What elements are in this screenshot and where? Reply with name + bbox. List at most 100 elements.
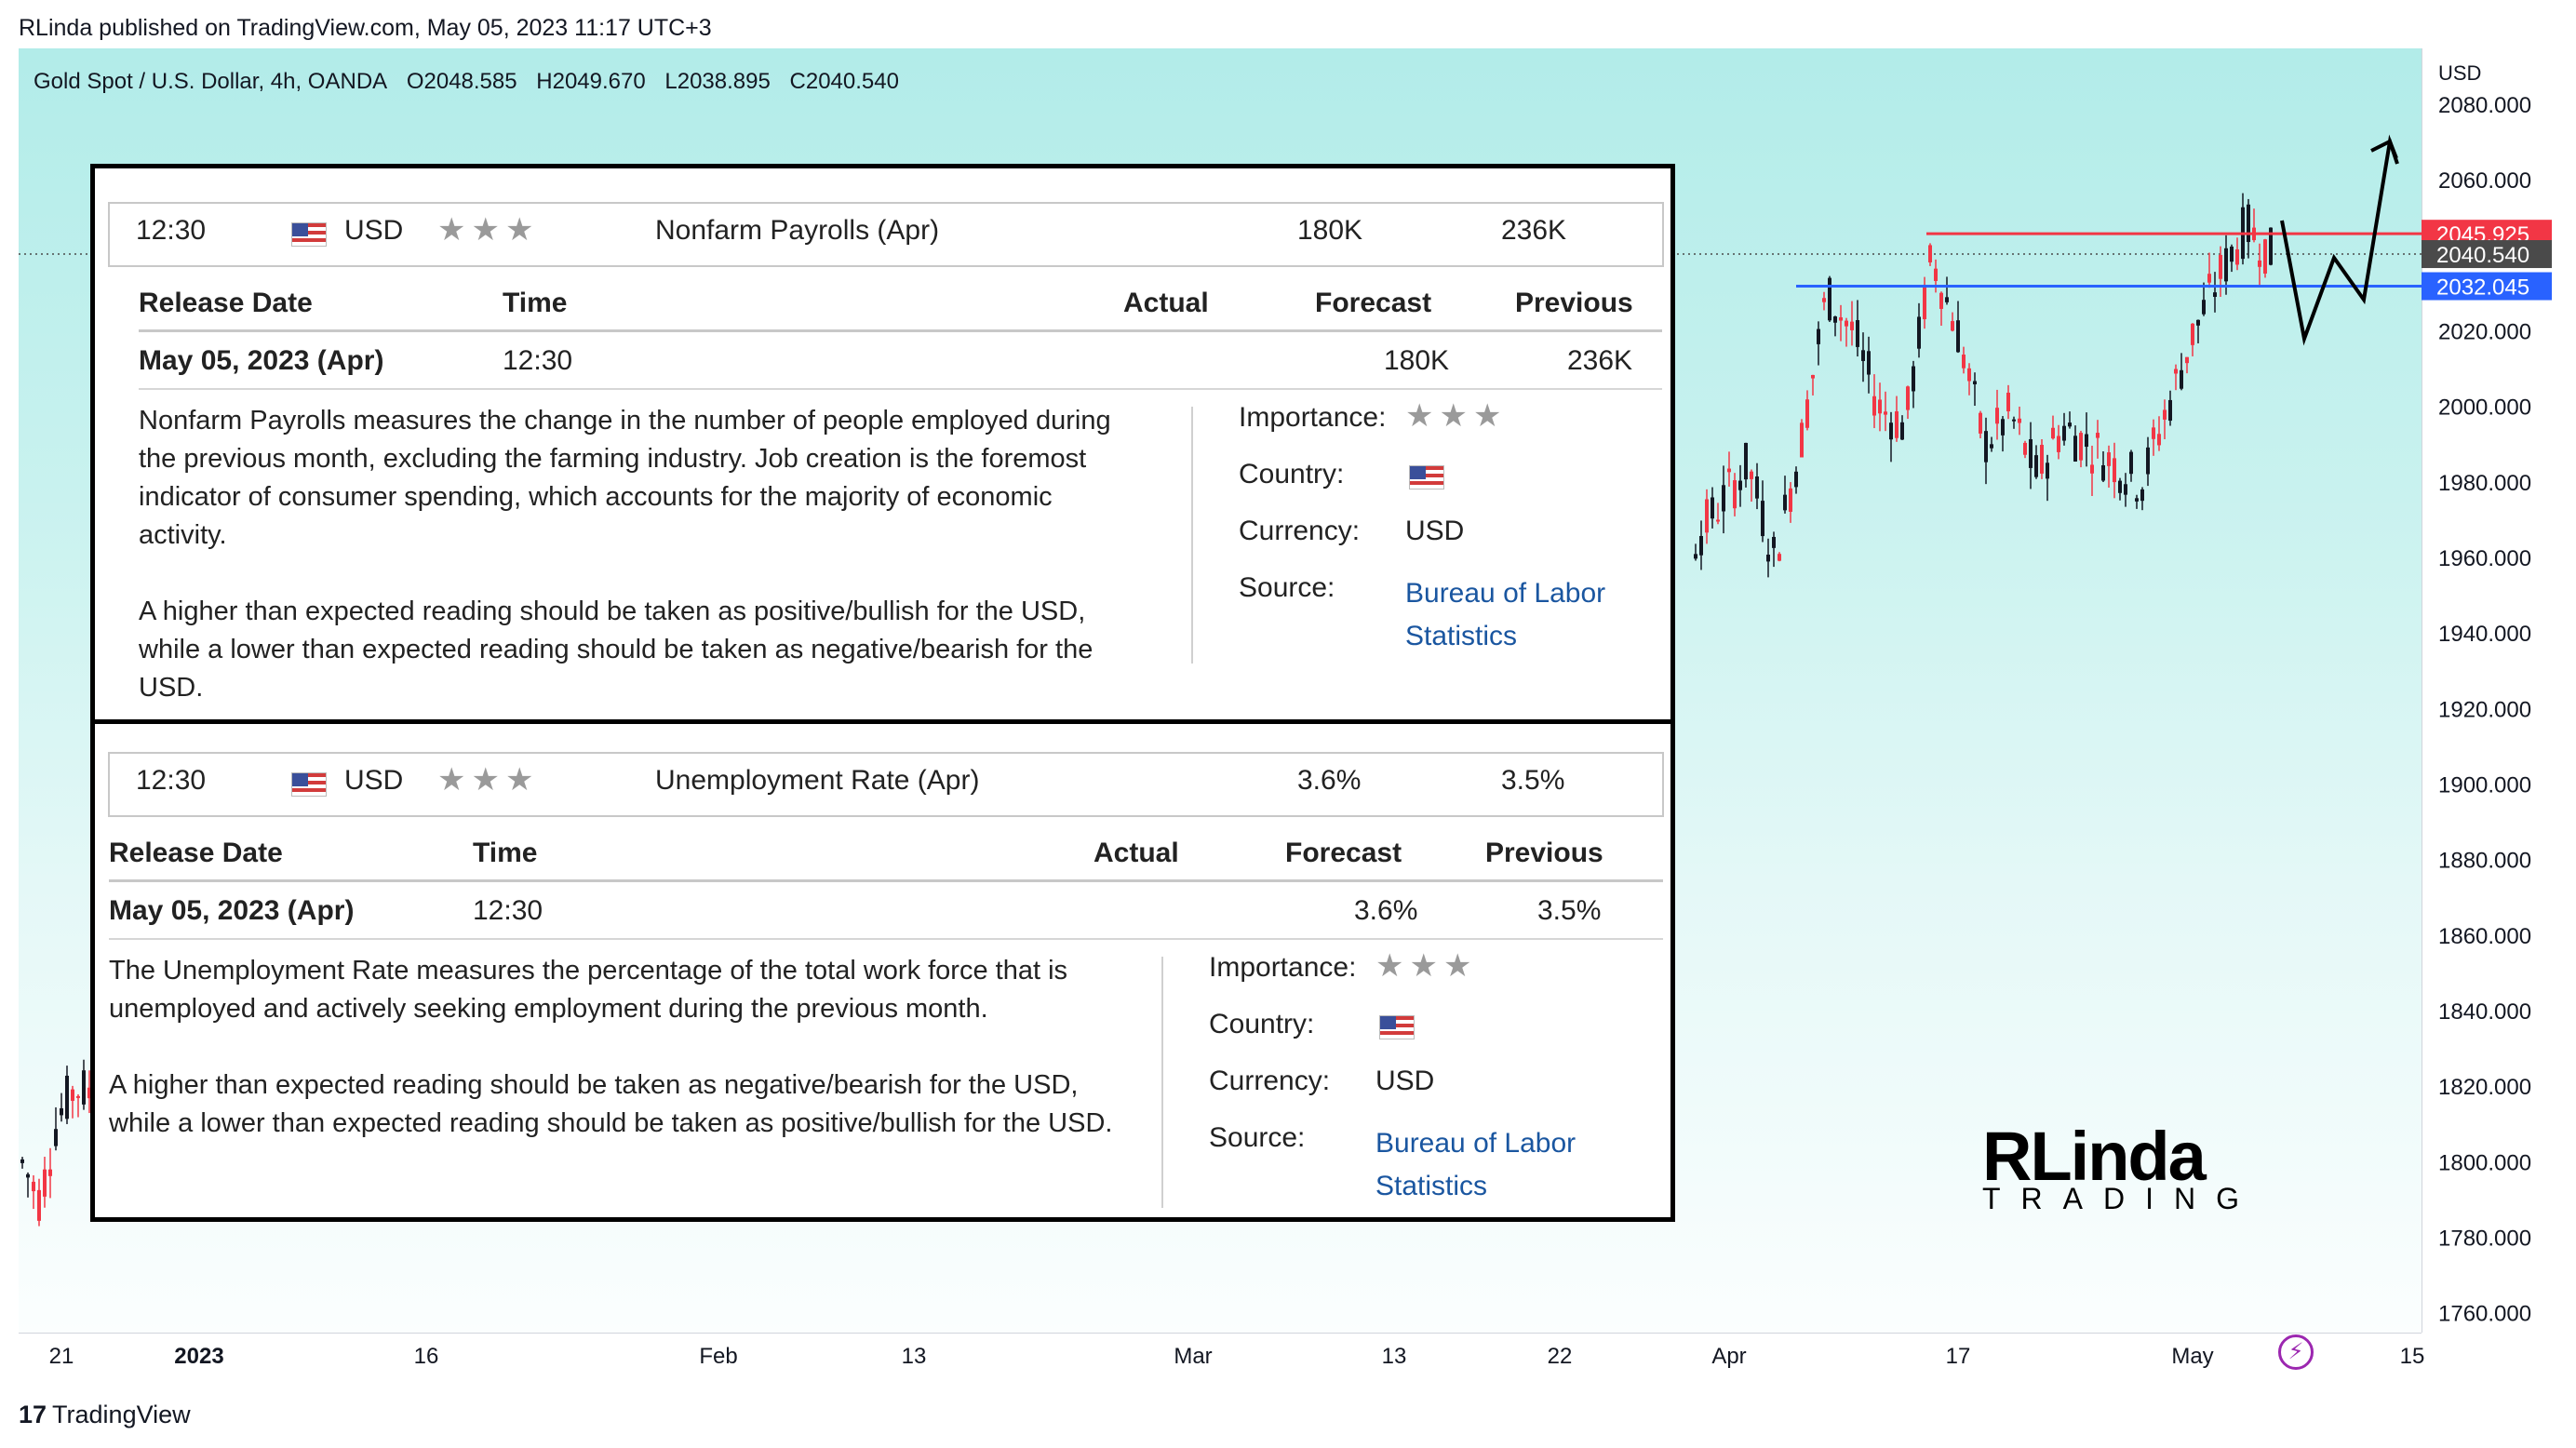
col-forecast: Forecast: [1315, 288, 1432, 318]
candle-body: [1995, 408, 1999, 424]
col-forecast: Forecast: [1285, 838, 1402, 868]
source-link[interactable]: Bureau of Labor Statistics: [1375, 1122, 1576, 1208]
currency-label: Currency:: [1209, 1066, 1331, 1096]
x-tick-label: 16: [414, 1344, 439, 1369]
candle-body: [1878, 399, 1882, 414]
candle-body: [1973, 381, 1977, 384]
candle-body: [1833, 316, 1837, 323]
candle-body: [1800, 422, 1804, 458]
candle-body: [1962, 355, 1966, 369]
y-tick-label: 1880.000: [2438, 849, 2531, 874]
source-link[interactable]: Bureau of Labor Statistics: [1405, 572, 1605, 658]
us-flag-icon: [1409, 465, 1444, 489]
release-date-value: May 05, 2023 (Apr): [139, 345, 384, 376]
candle-body: [1733, 480, 1737, 509]
candle-body: [32, 1181, 35, 1192]
logo-subtitle: TRADING: [1982, 1182, 2260, 1215]
y-tick-label: 1780.000: [2438, 1227, 2531, 1252]
candle-body: [2219, 254, 2222, 279]
event-panel-unemployment: 12:30 USD ★★★ Unemployment Rate (Apr) 3.…: [90, 719, 1675, 1222]
candle-body: [48, 1169, 52, 1176]
y-tick-label: 1960.000: [2438, 546, 2531, 571]
candle-body: [1979, 412, 1982, 434]
time-scale[interactable]: [19, 1333, 2422, 1385]
x-tick-label: May: [2171, 1344, 2213, 1369]
country-label: Country:: [1239, 459, 1345, 489]
event-name: Unemployment Rate (Apr): [655, 765, 980, 796]
candle-body: [1699, 535, 1703, 556]
candle-body: [1967, 368, 1971, 382]
currency-value: USD: [1375, 1066, 1435, 1096]
event-forecast: 180K: [1297, 215, 1363, 246]
x-tick-label: 22: [1548, 1344, 1573, 1369]
candle-body: [2113, 458, 2116, 483]
candle-body: [2101, 464, 2105, 481]
col-actual: Actual: [1093, 838, 1179, 868]
tradingview-footer[interactable]: 17 TradingView: [19, 1401, 191, 1429]
candle-body: [2090, 464, 2094, 474]
candle-body: [1744, 442, 1748, 480]
source-link-line: Bureau of Labor: [1375, 1128, 1576, 1159]
candle-body: [2180, 369, 2183, 389]
legend-high: H2049.670: [536, 69, 646, 94]
candle-body: [2269, 227, 2273, 265]
event-time: 12:30: [136, 215, 207, 246]
candle-body: [37, 1189, 41, 1221]
event-previous: 3.5%: [1501, 765, 1565, 796]
price-badge: [2422, 240, 2552, 269]
candle-body: [2012, 419, 2016, 422]
price-badge: [2422, 272, 2552, 301]
legend-symbol: Gold Spot / U.S. Dollar, 4h, OANDA: [34, 69, 388, 94]
x-tick-label: Feb: [699, 1344, 737, 1369]
chart-svg: 2080.000 2060.000 2020.000 2000.000 1980.000…: [19, 93, 2552, 1369]
candle-body: [43, 1169, 47, 1197]
event-name: Nonfarm Payrolls (Apr): [655, 215, 940, 246]
candle-body: [2174, 369, 2178, 374]
candle-body: [2057, 436, 2060, 452]
candle-body: [60, 1107, 63, 1116]
event-description: Nonfarm Payrolls measures the change in …: [139, 402, 1144, 745]
price-scale-currency: USD: [2438, 61, 2482, 85]
lightning-icon[interactable]: ⚡: [2278, 1334, 2314, 1370]
candle-body: [2040, 445, 2044, 474]
y-tick-label: 1920.000: [2438, 697, 2531, 722]
candle-body: [2129, 451, 2133, 475]
source-label: Source:: [1239, 572, 1335, 603]
importance-label: Importance:: [1209, 952, 1357, 983]
source-link-line: Bureau of Labor: [1405, 578, 1606, 609]
candle-body: [2196, 319, 2200, 326]
row-divider: [109, 938, 1663, 940]
event-row[interactable]: 12:30 USD ★★★ Nonfarm Payrolls (Apr) 180…: [108, 202, 1664, 267]
currency-label: Currency:: [1239, 516, 1361, 546]
y-tick-label: 1820.000: [2438, 1075, 2531, 1100]
candle-body: [1839, 316, 1843, 321]
candle-body: [2034, 455, 2038, 477]
candle-body: [1805, 399, 1809, 428]
candle-body: [2263, 239, 2267, 274]
candle-body: [2185, 356, 2189, 364]
candle-body: [2085, 434, 2088, 448]
price-badge-label: 2040.540: [2436, 243, 2529, 268]
candle-body: [2168, 399, 2172, 422]
y-tick-label: 2080.000: [2438, 93, 2531, 118]
event-row[interactable]: 12:30 USD ★★★ Unemployment Rate (Apr) 3.…: [108, 752, 1664, 817]
y-tick-label: 1840.000: [2438, 999, 2531, 1025]
candle-body: [2235, 248, 2239, 265]
candle-body: [2079, 433, 2083, 461]
y-tick-label: 1980.000: [2438, 471, 2531, 496]
candle-body: [1939, 292, 1943, 309]
candle-body: [1711, 497, 1714, 519]
description-paragraph: The Unemployment Rate measures the perce…: [109, 956, 1068, 1024]
candle-body: [2146, 447, 2150, 475]
tradingview-logo-icon: 17: [19, 1401, 47, 1428]
release-time-value: 12:30: [503, 345, 573, 376]
candle-body: [2152, 427, 2155, 439]
rlinda-trading-logo: RLinda TRADING: [1982, 1117, 2239, 1219]
x-tick-label: 17: [1946, 1344, 1971, 1369]
candle-body: [1811, 374, 1815, 379]
candle-body: [1945, 297, 1949, 302]
candle-body: [1956, 320, 1960, 353]
candle-body: [2224, 248, 2228, 282]
importance-stars-icon: ★★★: [437, 762, 540, 798]
candle-body: [1694, 554, 1697, 559]
